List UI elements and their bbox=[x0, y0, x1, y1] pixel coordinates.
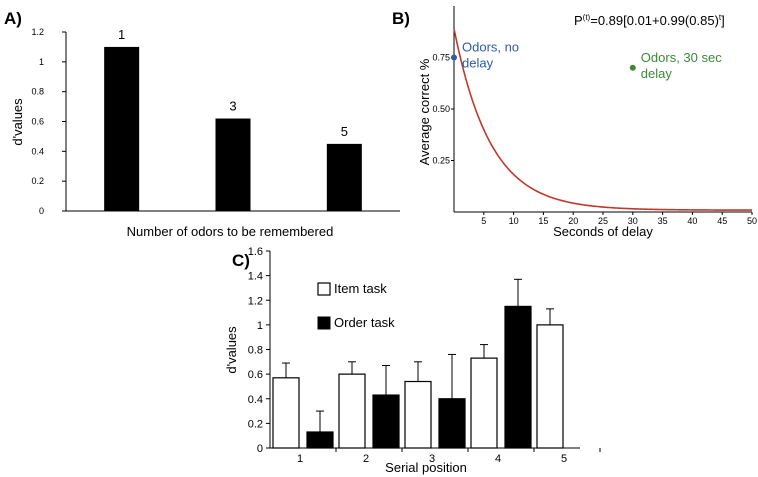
panel-b-data-point bbox=[629, 64, 636, 71]
panel-c-y-tick-label: 1 bbox=[257, 320, 263, 332]
panel-a-bar bbox=[326, 143, 362, 211]
equation-sup1: (t) bbox=[583, 13, 591, 22]
panel-b-ylabel: Average correct % bbox=[417, 58, 432, 165]
panel-b-label: B) bbox=[392, 9, 410, 28]
panel-a-y-tick-label: 0.6 bbox=[31, 117, 44, 127]
panel-b-data-point bbox=[451, 54, 457, 61]
panel-b-y-tick-label: 0.75 bbox=[432, 53, 450, 63]
panel-c-order-bar bbox=[372, 394, 400, 449]
panel-a-xlabel: Number of odors to be remembered bbox=[127, 224, 334, 239]
panel-a-ylabel: d'values bbox=[10, 98, 25, 146]
panel-c-y-tick-label: 0.6 bbox=[248, 369, 263, 381]
panel-a-bar bbox=[104, 46, 140, 211]
panel-b-decay-curve bbox=[453, 28, 752, 211]
panel-a-y-tick-label: 1.2 bbox=[31, 27, 44, 37]
legend-order-swatch bbox=[317, 316, 331, 330]
equation-lhs: P bbox=[574, 13, 583, 28]
panel-c-label: C) bbox=[232, 251, 250, 270]
panel-c-y-tick-label: 1.4 bbox=[248, 271, 263, 283]
panel-c-item-bar bbox=[470, 357, 498, 449]
panel-a: A) d'values Number of odors to be rememb… bbox=[4, 9, 400, 239]
panel-c-y-tick-label: 0 bbox=[257, 443, 263, 455]
panel-b-point-label: Odors, no delay bbox=[462, 40, 519, 71]
panel-c-y-tick-label: 0.4 bbox=[248, 394, 263, 406]
panel-c-x-tick-label: 4 bbox=[495, 453, 501, 465]
equation-close: ] bbox=[721, 13, 725, 28]
legend-item-swatch bbox=[317, 282, 331, 296]
panel-b-y-tick-label: 0.50 bbox=[432, 104, 450, 114]
panel-c-y-tick-label: 1.2 bbox=[248, 295, 263, 307]
panel-b-point-label: Odors, 30 sec delay bbox=[641, 50, 722, 81]
panel-c-x-tick-label: 5 bbox=[561, 453, 567, 465]
panel-a-y-tick-label: 0 bbox=[39, 206, 44, 216]
panel-b-y-tick-label: 0.25 bbox=[432, 156, 450, 166]
panel-a-y-tick-label: 0.8 bbox=[31, 87, 44, 97]
panel-b-equation: P(t)=0.89[0.01+0.99(0.85)t] bbox=[574, 13, 725, 28]
panel-a-data-label: 5 bbox=[341, 124, 348, 139]
panel-b-x-tick-label: 45 bbox=[717, 216, 727, 226]
legend-order-label: Order task bbox=[334, 315, 395, 330]
panel-a-data-label: 3 bbox=[229, 99, 236, 114]
panel-c-item-bar bbox=[338, 373, 366, 449]
panel-a-y-tick-label: 1 bbox=[39, 57, 44, 67]
panel-c-order-bar bbox=[504, 305, 532, 449]
panel-b-x-tick-label: 5 bbox=[481, 216, 486, 226]
panel-c-y-tick-label: 1.6 bbox=[248, 246, 263, 258]
panel-b-xlabel: Seconds of delay bbox=[553, 224, 653, 239]
panel-b-x-tick-label: 20 bbox=[568, 216, 578, 226]
equation-body: =0.89[0.01+0.99(0.85) bbox=[590, 13, 719, 28]
panel-b: B) Average correct % Seconds of delay P(… bbox=[392, 6, 757, 239]
panel-c-order-bar bbox=[306, 431, 334, 449]
panel-c-item-bar bbox=[536, 324, 564, 449]
panel-c-xlabel: Serial position bbox=[385, 460, 467, 475]
panel-a-y-tick-label: 0.2 bbox=[31, 176, 44, 186]
panel-b-x-tick-label: 10 bbox=[509, 216, 519, 226]
panel-a-bar bbox=[215, 118, 251, 211]
panel-c-ylabel: d'values bbox=[224, 326, 239, 374]
panel-b-x-tick-label: 35 bbox=[658, 216, 668, 226]
panel-c-item-bar bbox=[272, 377, 300, 449]
panel-c-x-tick-label: 1 bbox=[297, 453, 303, 465]
panel-b-x-tick-label: 15 bbox=[538, 216, 548, 226]
panel-c-x-tick-label: 2 bbox=[363, 453, 369, 465]
panel-b-x-tick-label: 30 bbox=[628, 216, 638, 226]
panel-c-item-bar bbox=[404, 380, 432, 449]
legend-item-label: Item task bbox=[334, 281, 387, 296]
panel-b-x-tick-label: 25 bbox=[598, 216, 608, 226]
panel-c: C) d'values Serial position Item task Or… bbox=[224, 246, 601, 475]
panel-a-data-label: 1 bbox=[118, 27, 125, 42]
panel-c-order-bar bbox=[438, 398, 466, 449]
panel-a-y-tick-label: 0.4 bbox=[31, 146, 44, 156]
panel-c-x-tick-label: 3 bbox=[429, 453, 435, 465]
panel-a-label: A) bbox=[4, 9, 22, 28]
panel-c-y-tick-label: 0.2 bbox=[248, 418, 263, 430]
panel-b-x-tick-label: 40 bbox=[687, 216, 697, 226]
panel-c-y-tick-label: 0.8 bbox=[248, 345, 263, 357]
panel-b-x-tick-label: 50 bbox=[747, 216, 757, 226]
equation-sup2: t bbox=[719, 13, 722, 22]
